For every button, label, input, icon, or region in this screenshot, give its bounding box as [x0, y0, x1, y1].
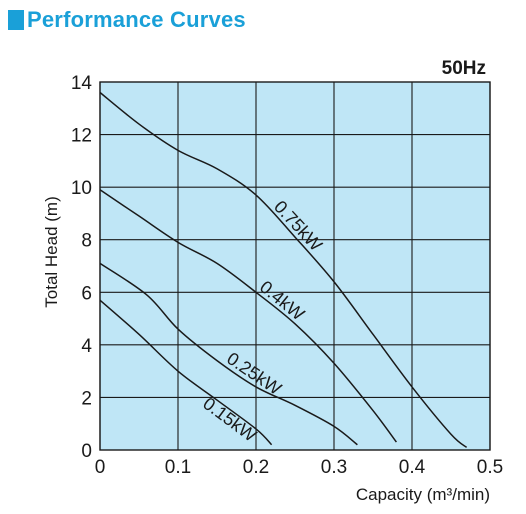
y-tick-label: 2: [81, 388, 92, 409]
curve-0_15kW: [99, 299, 273, 446]
curve-0_4kW: [99, 189, 398, 443]
y-axis-label: Total Head (m): [42, 196, 61, 307]
y-tick-label: 4: [81, 336, 92, 357]
x-tick-label: 0: [95, 457, 106, 478]
y-tick-label: 14: [71, 73, 93, 94]
y-tick-label: 8: [81, 231, 92, 252]
x-tick-label: 0.4: [399, 457, 426, 478]
x-tick-label: 0.1: [165, 457, 191, 478]
title-marker: [8, 10, 24, 30]
curve-0_25kW: [99, 262, 358, 446]
plot-area: [99, 81, 491, 451]
y-tick-label: 10: [71, 178, 92, 199]
y-ticks: 0 2 4 6 8 10 12 14: [71, 73, 93, 462]
y-tick-label: 6: [81, 283, 92, 304]
y-tick-label: 12: [71, 126, 92, 147]
grid: [99, 81, 491, 451]
x-ticks: 0 0.1 0.2 0.3 0.4 0.5: [95, 457, 504, 478]
x-axis-label: Capacity (m³/min): [356, 485, 490, 504]
curves: [99, 91, 468, 448]
x-tick-label: 0.2: [243, 457, 269, 478]
chart-header: Performance Curves: [8, 6, 246, 34]
curve-0_75kW: [99, 91, 468, 448]
page-title: Performance Curves: [27, 7, 246, 32]
frequency-annotation: 50Hz: [442, 58, 486, 79]
x-tick-label: 0.5: [477, 457, 503, 478]
y-tick-label: 0: [81, 441, 92, 462]
x-tick-label: 0.3: [321, 457, 347, 478]
